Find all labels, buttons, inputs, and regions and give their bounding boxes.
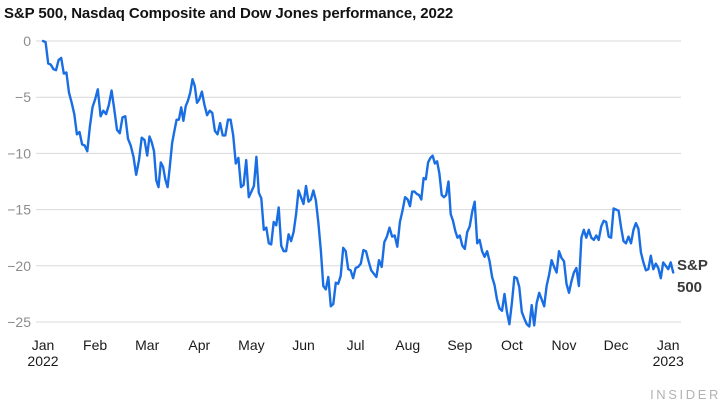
y-tick-label: 0: [23, 33, 31, 49]
x-tick-label: Jan: [32, 337, 55, 353]
x-tick-label: Dec: [604, 337, 629, 353]
x-tick-year-label: 2022: [27, 353, 58, 369]
x-tick-label: Apr: [188, 337, 210, 353]
x-tick-label: Jan: [657, 337, 680, 353]
x-tick-label: May: [238, 337, 264, 353]
x-tick-label: Sep: [447, 337, 472, 353]
series-end-label: S&P 500: [677, 257, 708, 296]
x-tick-label: Oct: [501, 337, 523, 353]
y-tick-label: −25: [7, 314, 31, 330]
x-tick-label: Mar: [135, 337, 159, 353]
x-tick-year-label: 2023: [653, 353, 684, 369]
sp500-line: [41, 39, 675, 328]
y-tick-label: −5: [15, 89, 31, 105]
x-tick-label: Aug: [395, 337, 420, 353]
x-tick-label: Feb: [83, 337, 107, 353]
x-tick-label: Jul: [347, 337, 365, 353]
insider-logo: INSIDER: [650, 387, 721, 402]
y-tick-label: −10: [7, 145, 31, 161]
chart-title: S&P 500, Nasdaq Composite and Dow Jones …: [4, 5, 454, 22]
x-tick-label: Jun: [292, 337, 315, 353]
gridlines: [36, 40, 681, 323]
y-tick-label: −15: [7, 202, 31, 218]
x-tick-label: Nov: [552, 337, 577, 353]
y-tick-label: −20: [7, 258, 31, 274]
y-axis-labels: 0 −5 −10 −15 −20 −25: [7, 33, 31, 330]
